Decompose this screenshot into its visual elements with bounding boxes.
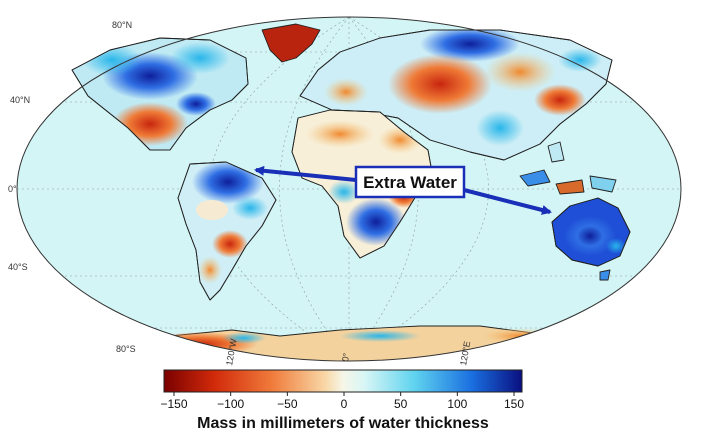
south-america [177, 161, 277, 301]
colorbar-gradient [163, 369, 523, 393]
colorbar-tick-label: 0 [341, 397, 348, 411]
australia [551, 197, 631, 281]
extra-water-callout: Extra Water [254, 165, 552, 215]
lat-label-80s: 80°S [116, 344, 136, 354]
colorbar-tick-label: 100 [447, 397, 467, 411]
colorbar-tick-label: −100 [217, 397, 244, 411]
lat-label-80n: 80°N [112, 20, 132, 30]
lon-label-0: 0° [340, 352, 351, 363]
lon-label-120w: 120°W [224, 337, 239, 366]
colorbar-tick-label: −50 [277, 397, 298, 411]
colorbar: −150 −100 −50 0 50 100 150 Mass in millimeters… [160, 369, 524, 432]
lon-label-120e: 120°E [458, 340, 472, 366]
continents [71, 23, 631, 361]
globe-outline [16, 16, 682, 362]
arrow-to-south-america [254, 165, 357, 182]
lat-label-40n: 40°N [10, 95, 30, 105]
callout-box [354, 165, 466, 199]
eurasia [299, 29, 613, 161]
colorbar-ticks: −150 −100 −50 0 50 100 150 [160, 392, 524, 411]
lat-label-40s: 40°S [8, 262, 28, 272]
colorbar-tick-label: 150 [504, 397, 524, 411]
colorbar-tick-label: −150 [160, 397, 187, 411]
colorbar-title: Mass in millimeters of water thickness [197, 415, 489, 432]
colorbar-tick-label: 50 [394, 397, 408, 411]
arrow-to-australia [463, 188, 552, 215]
lat-label-0: 0° [8, 184, 17, 194]
callout-label: Extra Water [363, 173, 457, 192]
greenland [261, 23, 321, 63]
southeast-asia-islands [519, 141, 617, 195]
